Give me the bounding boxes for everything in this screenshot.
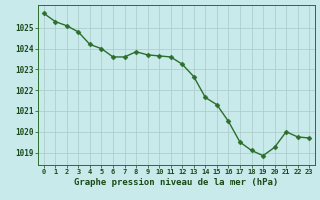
- X-axis label: Graphe pression niveau de la mer (hPa): Graphe pression niveau de la mer (hPa): [74, 178, 279, 187]
